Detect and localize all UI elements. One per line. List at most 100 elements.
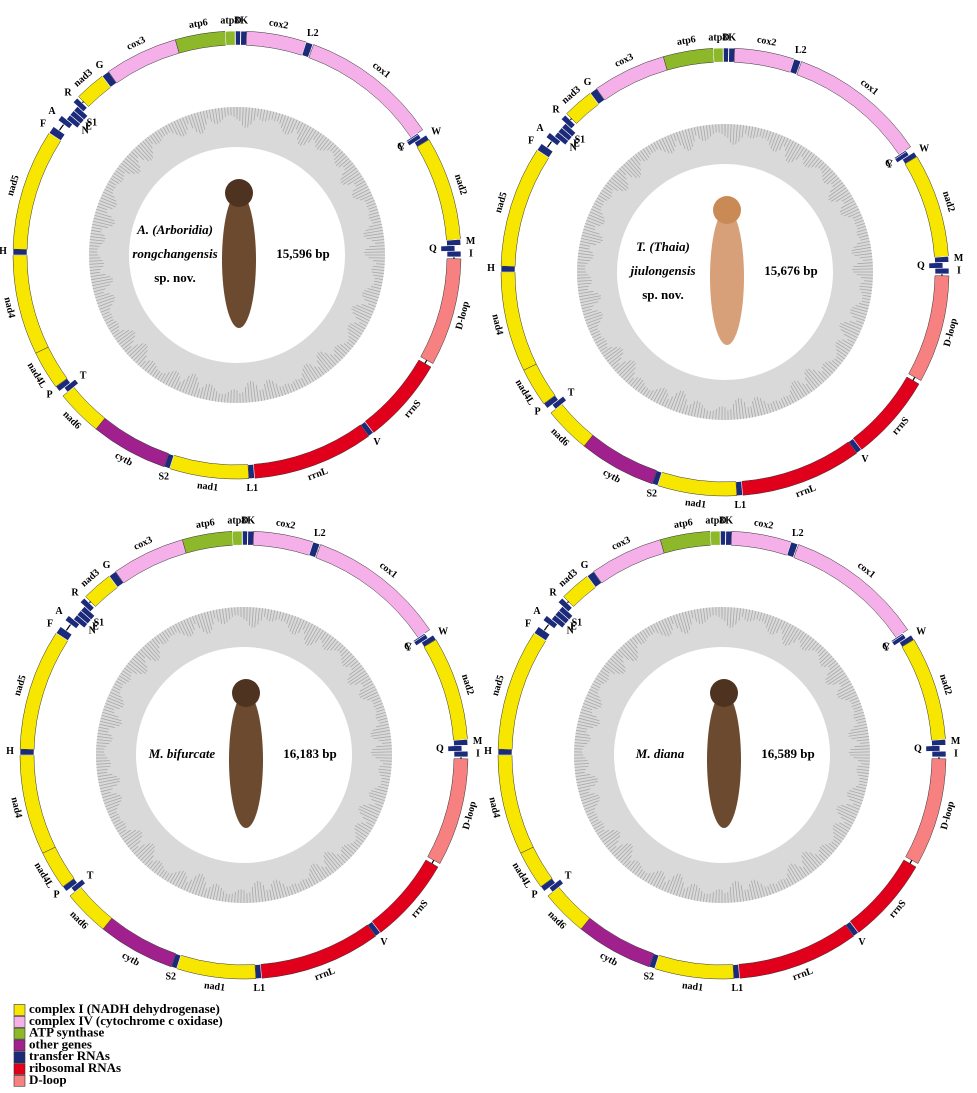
gene-label: P [53,889,59,900]
gene-arc [929,262,943,268]
gene-label: W [438,626,448,637]
genome-map: atp6atp8DKcox2L2cox1WCYnad2MQID-looprrnS… [487,32,964,510]
gene-label: nad4 [486,796,501,819]
gene-arc [720,531,725,545]
gene-label: L1 [731,983,743,994]
gc-tick [719,407,720,420]
gene-arc [501,150,549,267]
gene-label: cox3 [132,534,154,552]
gene-label: cox2 [756,34,777,48]
gene-label: A [533,606,541,617]
gc-tick [238,890,239,903]
legend-swatch [14,1005,25,1016]
gene-label: Q [914,743,922,754]
gene-label: Y [398,143,406,154]
insect-head [710,679,738,707]
gene-arc [723,48,728,62]
gene-arc [594,540,665,583]
gc-tick [96,761,110,762]
gc-tick [716,890,717,903]
insect-head [225,179,253,207]
gene-arc [498,633,546,750]
gene-label: Y [886,160,894,171]
gene-label: L1 [246,483,258,494]
gene-label: L1 [253,983,265,994]
gene-label: rrnL [306,465,330,483]
gene-label: W [916,626,926,637]
gene-label: atp6 [188,17,208,31]
gc-tick [864,281,873,282]
gene-arc [906,759,946,864]
gene-label: W [431,126,441,137]
gene-label: I [957,265,961,276]
gene-label: D-loop [942,317,960,348]
gene-label: R [552,104,560,115]
gene-label: atp6 [195,517,215,531]
insect-body [707,692,741,828]
gene-arc [660,531,711,553]
gene-arc [501,272,536,370]
gene-label: F [40,118,46,129]
gene-arc [710,531,720,545]
gene-arc [658,472,737,496]
gene-label: V [858,937,866,948]
gene-arc [935,268,949,274]
gene-arc [498,755,533,853]
gene-label: M [473,736,483,747]
gene-arc [13,249,27,255]
gene-label: nad4 [489,313,504,336]
gene-arc [453,739,467,745]
gene-label: nad5 [5,174,22,197]
genome-maps: atp6atp8DKcox2L2cox1WCYnad2MQID-looprrnS… [0,0,977,1093]
gc-tick [574,761,588,762]
legend-label: D-loop [29,1072,67,1087]
gc-tick [376,264,385,265]
insect-head [232,679,260,707]
gene-label: cox2 [268,17,289,31]
gene-label: cytb [113,450,135,469]
gene-arc [731,531,791,555]
gene-label: R [549,587,557,598]
gene-label: S2 [158,472,169,483]
gc-tick [713,607,714,615]
gene-arc [20,755,55,853]
gene-arc [255,964,262,978]
gene-label: G [96,60,104,71]
gene-arc [417,140,460,241]
gene-label: K [240,15,248,26]
gene-label: atp6 [676,34,696,48]
gene-label: nad2 [459,673,476,696]
gene-arc [20,633,68,750]
gene-arc [109,40,180,83]
gene-label: nad2 [452,173,469,196]
gene-label: Q [429,243,437,254]
gene-label: S2 [643,972,654,983]
gene-arc [248,531,254,545]
gene-label: W [919,143,929,154]
gc-tick [228,107,229,115]
genome-map: atp6atp8DKcox2L2cox1WCYnad2MQID-looprrnS… [484,515,961,993]
gene-label: cox3 [125,34,147,52]
species-name: sp. nov. [154,270,196,285]
gene-label: P [534,406,540,417]
gene-arc [850,860,916,933]
legend-swatch [14,1064,25,1075]
gene-arc [316,545,430,638]
gene-label: P [531,889,537,900]
gene-label: I [469,248,473,259]
gene-label: nad5 [12,674,29,697]
gene-arc [175,31,226,53]
gene-label: G [584,77,592,88]
gene-arc [448,745,462,751]
gene-label: K [728,32,736,43]
gene-label: A [55,606,63,617]
gene-label: D-loop [461,800,479,831]
gene-arc [428,759,468,864]
gene-label: T [568,388,575,399]
gene-arc [421,259,461,364]
gene-label: A [48,106,56,117]
gene-label: atp6 [673,517,693,531]
gene-arc [253,531,313,555]
legend-swatch [14,1040,25,1051]
gc-tick [716,124,717,132]
